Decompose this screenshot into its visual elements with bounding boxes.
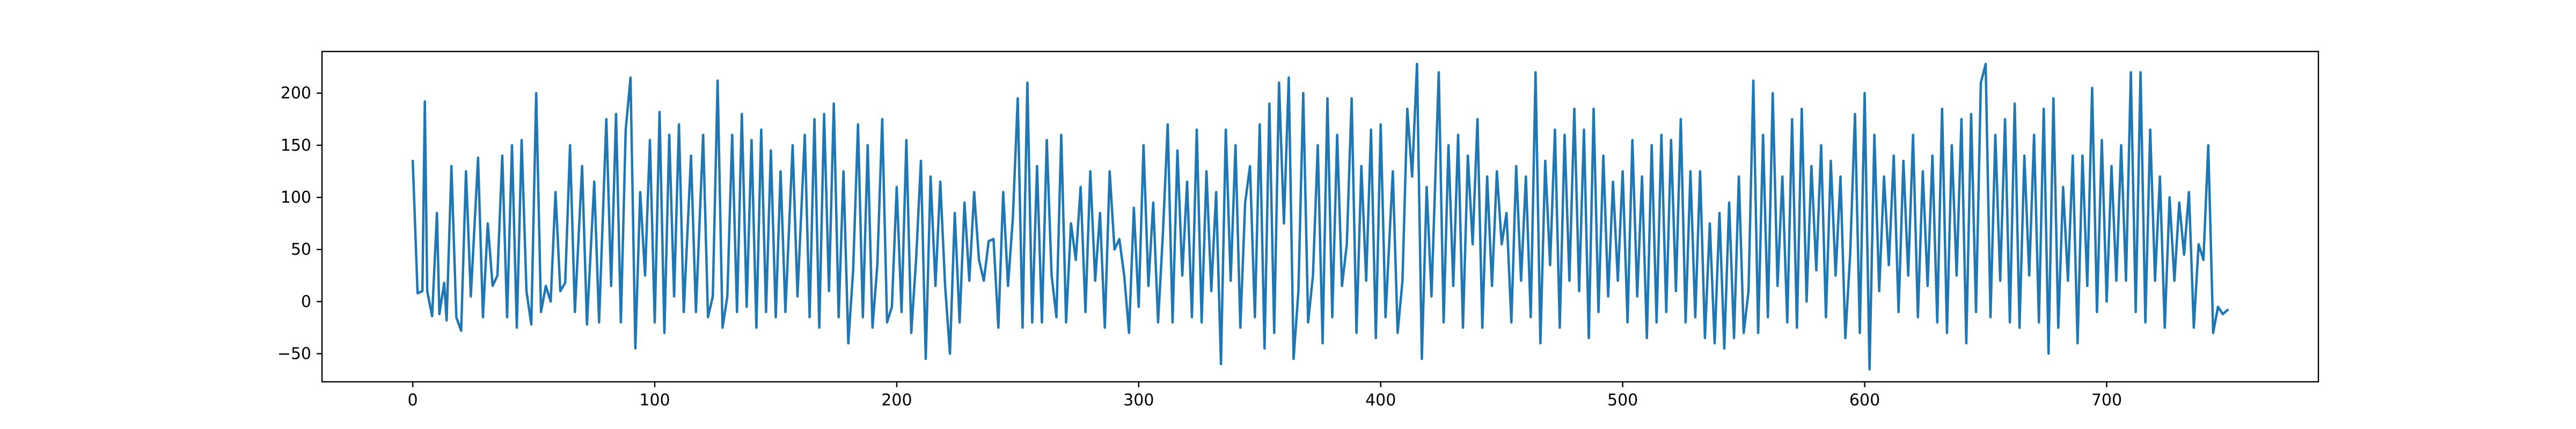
series-line: [411, 63, 2229, 371]
x-tick-label: 600: [1849, 391, 1880, 410]
x-tick-label: 400: [1365, 391, 1396, 410]
x-tick-label: 700: [2091, 391, 2122, 410]
x-tick-label: 100: [639, 391, 670, 410]
x-tick-label: 200: [881, 391, 912, 410]
y-axis: −50 0 50 100 150 200: [277, 84, 322, 364]
y-tick-label: −50: [277, 345, 311, 364]
y-tick-label: 0: [301, 292, 311, 311]
x-tick-label: 300: [1123, 391, 1154, 410]
x-axis: 0 100 200 300 400 500 600 700: [408, 382, 2122, 410]
axes-frame: [321, 50, 2319, 383]
series-layer: [411, 63, 2229, 371]
y-tick-label: 50: [291, 240, 311, 259]
y-tick-label: 200: [281, 84, 311, 103]
y-tick-label: 150: [281, 136, 311, 155]
x-tick-label: 0: [408, 391, 418, 410]
x-tick-label: 500: [1607, 391, 1638, 410]
y-tick-label: 100: [281, 188, 311, 207]
